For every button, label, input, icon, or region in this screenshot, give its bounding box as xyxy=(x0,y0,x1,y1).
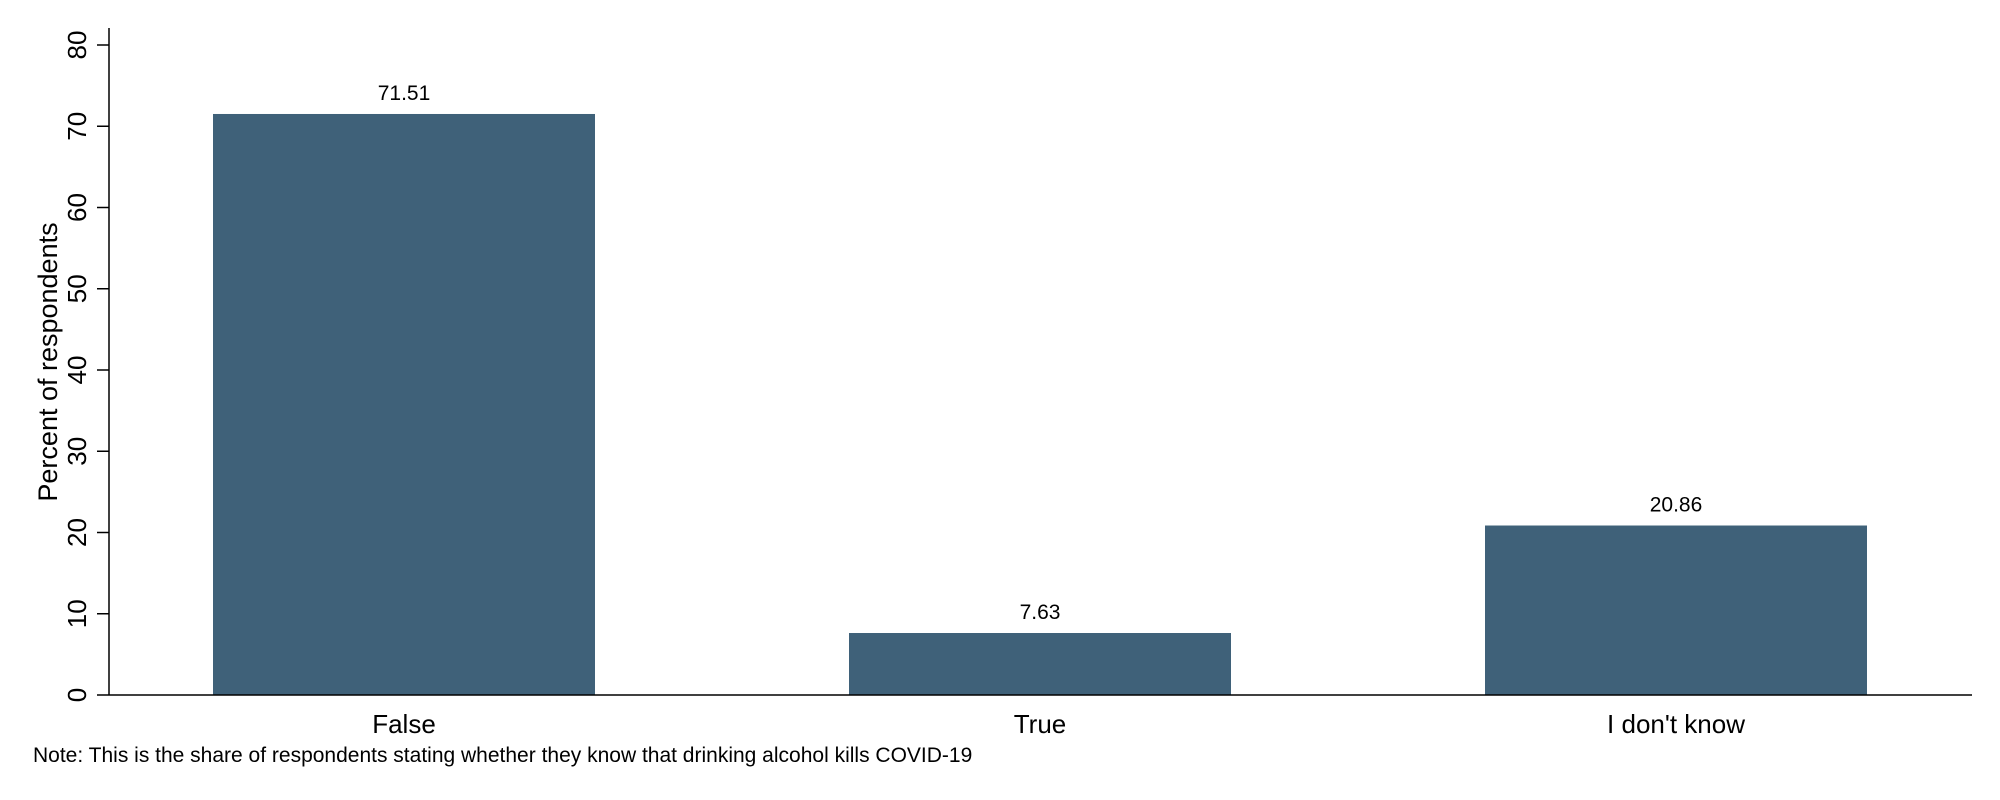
y-tick-label: 80 xyxy=(62,31,92,60)
data-labels: 71.51 7.63 20.86 xyxy=(378,82,1703,624)
bars-layer xyxy=(213,113,1867,695)
y-tick-label: 40 xyxy=(62,356,92,385)
y-tick-label: 10 xyxy=(62,599,92,628)
y-tick-label: 50 xyxy=(62,274,92,303)
bar-value-label: 20.86 xyxy=(1650,494,1703,517)
x-category-label: True xyxy=(1014,709,1067,739)
bar-value-label: 71.51 xyxy=(378,82,431,105)
y-tick-label: 70 xyxy=(62,112,92,141)
chart-note: Note: This is the share of respondents s… xyxy=(33,744,972,767)
y-axis-title: Percent of respondents xyxy=(33,222,63,501)
bar-1 xyxy=(849,633,1231,695)
bar-2 xyxy=(1485,525,1867,695)
bar-value-label: 7.63 xyxy=(1020,601,1061,624)
y-tick-label: 60 xyxy=(62,193,92,222)
x-category-label: False xyxy=(372,709,436,739)
y-tick-label: 30 xyxy=(62,437,92,466)
y-tick-label: 20 xyxy=(62,518,92,547)
axes-layer xyxy=(108,28,1972,696)
x-category-label: I don't know xyxy=(1607,709,1745,739)
y-tick-label: 0 xyxy=(62,688,92,702)
x-category-labels: False True I don't know xyxy=(372,709,1745,739)
y-ticks: 0 10 20 30 40 50 60 70 80 xyxy=(62,31,109,702)
bar-0 xyxy=(213,113,595,695)
